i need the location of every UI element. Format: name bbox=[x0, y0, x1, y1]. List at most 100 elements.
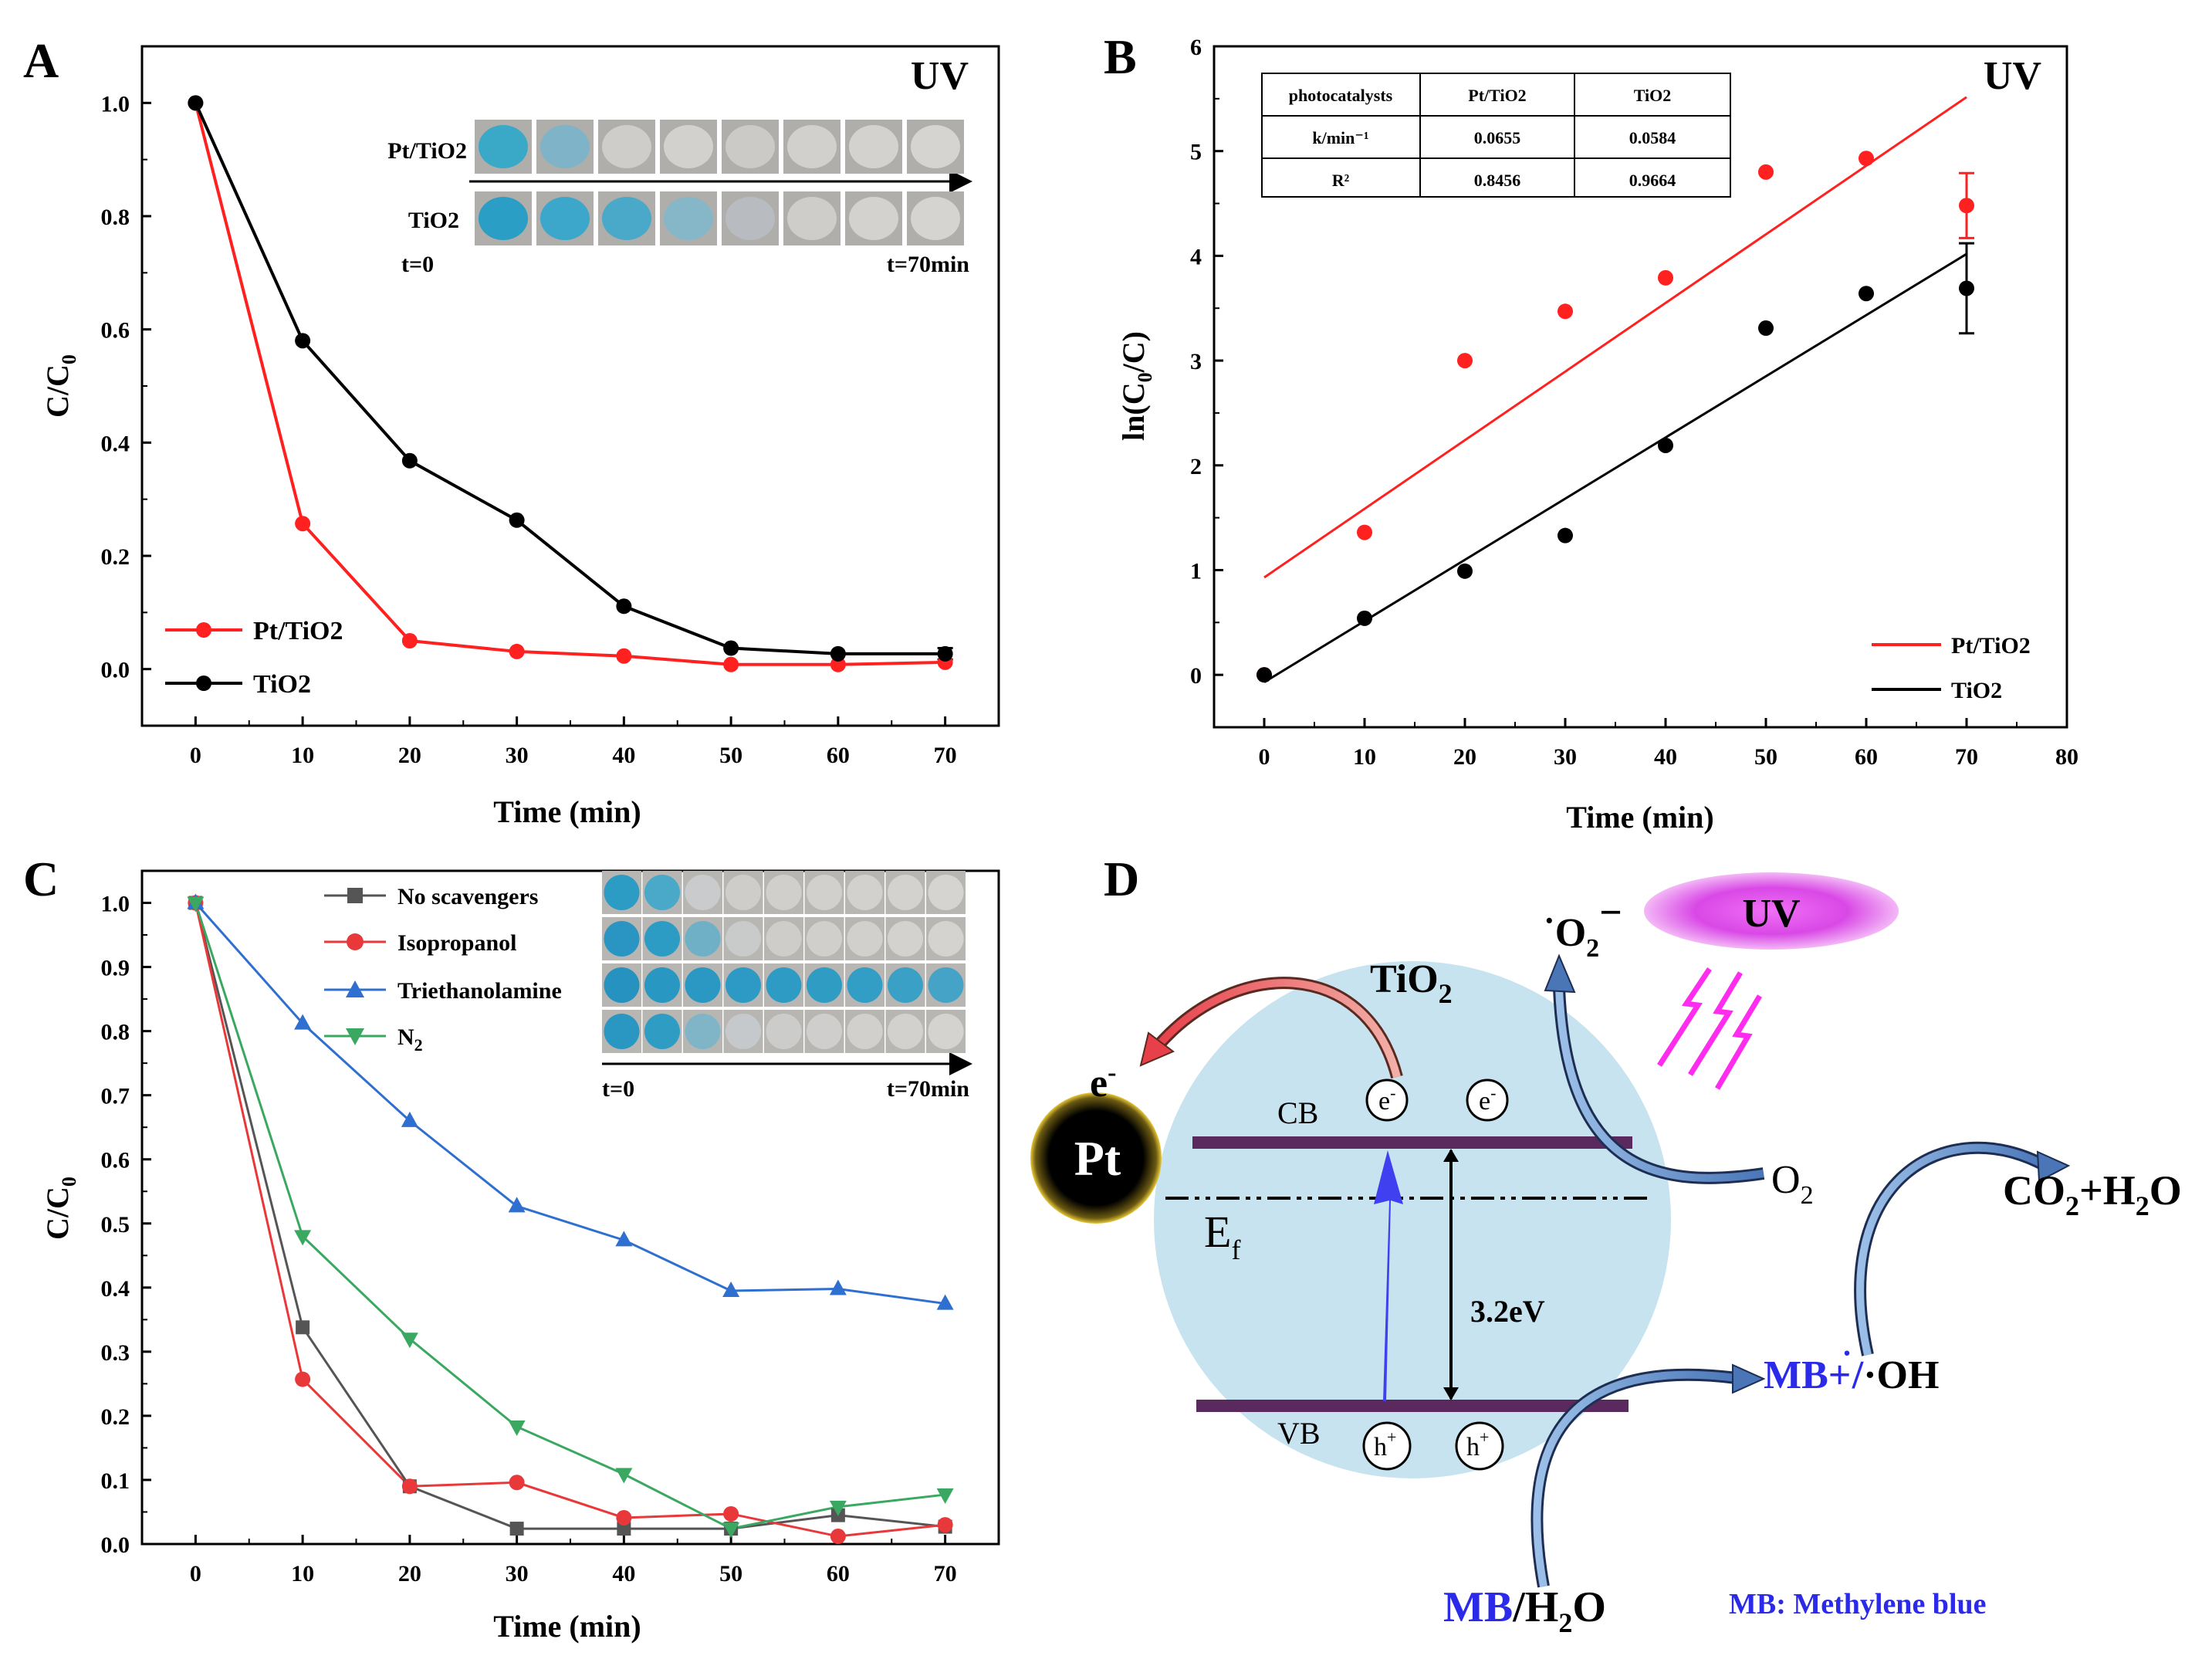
x-tick-label: 40 bbox=[1654, 744, 1677, 770]
y-tick-label: 0.4 bbox=[101, 1276, 130, 1302]
fermi-level-label: Ef bbox=[1204, 1207, 1240, 1265]
y-tick-label: 0.2 bbox=[101, 544, 130, 570]
data-point-no-scavengers bbox=[617, 1522, 631, 1536]
inset-photo-well bbox=[644, 921, 680, 957]
panel-c-axes: 0 10 20 30 40 50 60 70 0.0 0.1 0.2 0.3 0.4 0.5 0.6 0.7 0… bbox=[101, 892, 957, 1586]
data-point-triethanolamine bbox=[401, 1111, 418, 1127]
table-cell-r2-label: R² bbox=[1332, 171, 1350, 190]
inset-photo-well bbox=[685, 875, 721, 910]
inset-c-end-label: t=70min bbox=[887, 1076, 969, 1102]
inset-photo-well bbox=[604, 875, 640, 910]
inset-photo-well bbox=[725, 921, 761, 957]
inset-photo-well bbox=[725, 967, 761, 1003]
data-point-tio2 bbox=[401, 452, 418, 469]
data-point-tio2 bbox=[937, 645, 953, 662]
x-tick-label: 0 bbox=[1259, 744, 1270, 770]
inset-photo-well bbox=[911, 197, 960, 240]
x-tick-label: 20 bbox=[398, 743, 421, 768]
data-point-isopropanol bbox=[830, 1529, 846, 1545]
y-tick-label: 1 bbox=[1190, 558, 1202, 584]
electron-1: e- bbox=[1365, 1078, 1409, 1122]
radical-label: MB+·/·OH bbox=[1764, 1336, 1939, 1397]
data-point-triethanolamine bbox=[722, 1281, 740, 1297]
series-line-tio2 bbox=[194, 102, 945, 655]
inset-c-start-label: t=0 bbox=[602, 1076, 634, 1102]
data-point-pt-tio2 bbox=[1357, 524, 1372, 540]
data-point-pt-tio2 bbox=[1658, 269, 1673, 286]
data-point-triethanolamine bbox=[615, 1231, 633, 1247]
legend-marker-no-scavengers bbox=[347, 888, 363, 903]
inset-photo-well bbox=[787, 125, 837, 168]
y-tick-label: 0.0 bbox=[101, 1532, 130, 1558]
inset-photo-well bbox=[847, 967, 883, 1003]
inset-photo-well bbox=[928, 875, 964, 910]
x-tick-label: 60 bbox=[827, 1561, 850, 1586]
data-point-pt-tio2 bbox=[1959, 198, 1974, 214]
y-tick-label: 0.1 bbox=[101, 1468, 130, 1494]
data-point-pt-tio2 bbox=[616, 648, 632, 664]
excitation-arrow bbox=[1374, 1150, 1403, 1401]
conduction-band bbox=[1192, 1136, 1632, 1149]
hole-1: h+ bbox=[1362, 1421, 1412, 1471]
data-point-pt-tio2 bbox=[1457, 353, 1473, 369]
y-tick-label: 0.8 bbox=[101, 205, 130, 230]
data-point-pt-tio2 bbox=[1859, 151, 1874, 167]
inset-photo-well bbox=[928, 1014, 964, 1049]
uv-light-icon bbox=[1657, 967, 1763, 1090]
inset-photo-well bbox=[847, 1014, 883, 1049]
inset-photo-well bbox=[888, 921, 923, 957]
x-tick-label: 50 bbox=[719, 1561, 742, 1586]
data-point-tio2 bbox=[1257, 667, 1272, 683]
x-tick-label: 70 bbox=[934, 743, 957, 768]
inset-photo-well bbox=[685, 921, 721, 957]
data-point-triethanolamine bbox=[508, 1197, 526, 1213]
legend-marker-isopropanol bbox=[347, 933, 364, 950]
inset-photo-well bbox=[685, 1014, 721, 1049]
inset-photo-well bbox=[725, 197, 775, 240]
inset-a-start-label: t=0 bbox=[401, 252, 434, 277]
panel-c-legend: No scavengers Isopropanol Triethanolamin… bbox=[324, 884, 562, 1055]
y-tick-label: 0.6 bbox=[101, 1148, 130, 1173]
svg-text:h+: h+ bbox=[1374, 1427, 1396, 1461]
data-point-tio2 bbox=[1758, 320, 1774, 337]
table-header-tio2: TiO2 bbox=[1634, 86, 1672, 105]
inset-photo-well bbox=[602, 197, 651, 240]
y-tick-label: 0.4 bbox=[101, 431, 130, 456]
inset-photo-well bbox=[604, 967, 640, 1003]
data-point-tio2 bbox=[830, 645, 846, 662]
data-point-tio2 bbox=[1357, 610, 1372, 626]
products-label: CO2+H2O bbox=[2003, 1167, 2182, 1221]
y-tick-label: 6 bbox=[1190, 35, 1202, 60]
table-header-pt-tio2: Pt/TiO2 bbox=[1468, 86, 1526, 105]
data-point-n2 bbox=[829, 1500, 847, 1516]
inset-photo-well bbox=[928, 967, 964, 1003]
inset-photo-well bbox=[540, 197, 590, 240]
inset-photo-well bbox=[888, 1014, 923, 1049]
legend-label-n2: N2 bbox=[397, 1024, 423, 1055]
uv-source bbox=[1644, 872, 1899, 950]
inset-photo-well bbox=[888, 967, 923, 1003]
y-tick-label: 2 bbox=[1190, 454, 1202, 479]
panel-b-ylabel: ln(C0/C) bbox=[1116, 331, 1156, 441]
y-tick-label: 0.8 bbox=[101, 1020, 130, 1045]
y-tick-label: 1.0 bbox=[101, 91, 130, 117]
data-point-triethanolamine bbox=[294, 1014, 312, 1030]
y-tick-label: 0.6 bbox=[101, 318, 130, 344]
x-tick-label: 10 bbox=[291, 1561, 314, 1586]
mb-h2o-label: MB/H2O bbox=[1443, 1583, 1606, 1638]
svg-text:e-: e- bbox=[1479, 1083, 1496, 1116]
panel-b-xlabel: Time (min) bbox=[1566, 800, 1713, 835]
series-line-pt-tio2 bbox=[194, 102, 945, 666]
inset-photo-well bbox=[807, 875, 842, 910]
x-tick-label: 70 bbox=[934, 1561, 957, 1586]
data-point-n2 bbox=[615, 1468, 633, 1484]
inset-photo-well bbox=[766, 875, 802, 910]
tio2-label: TiO2 bbox=[1370, 957, 1453, 1009]
panel-b-chart: 0 10 20 30 40 50 60 70 80 0 1 2 3 4 5 6 Time (min) ln(C… bbox=[1116, 35, 2078, 835]
legend-label-tio2: TiO2 bbox=[253, 670, 311, 699]
data-point-tio2 bbox=[723, 640, 739, 656]
y-tick-label: 0.2 bbox=[101, 1404, 130, 1430]
pt-label: Pt bbox=[1074, 1131, 1121, 1186]
y-tick-label: 3 bbox=[1190, 349, 1202, 374]
data-point-isopropanol bbox=[723, 1505, 739, 1522]
